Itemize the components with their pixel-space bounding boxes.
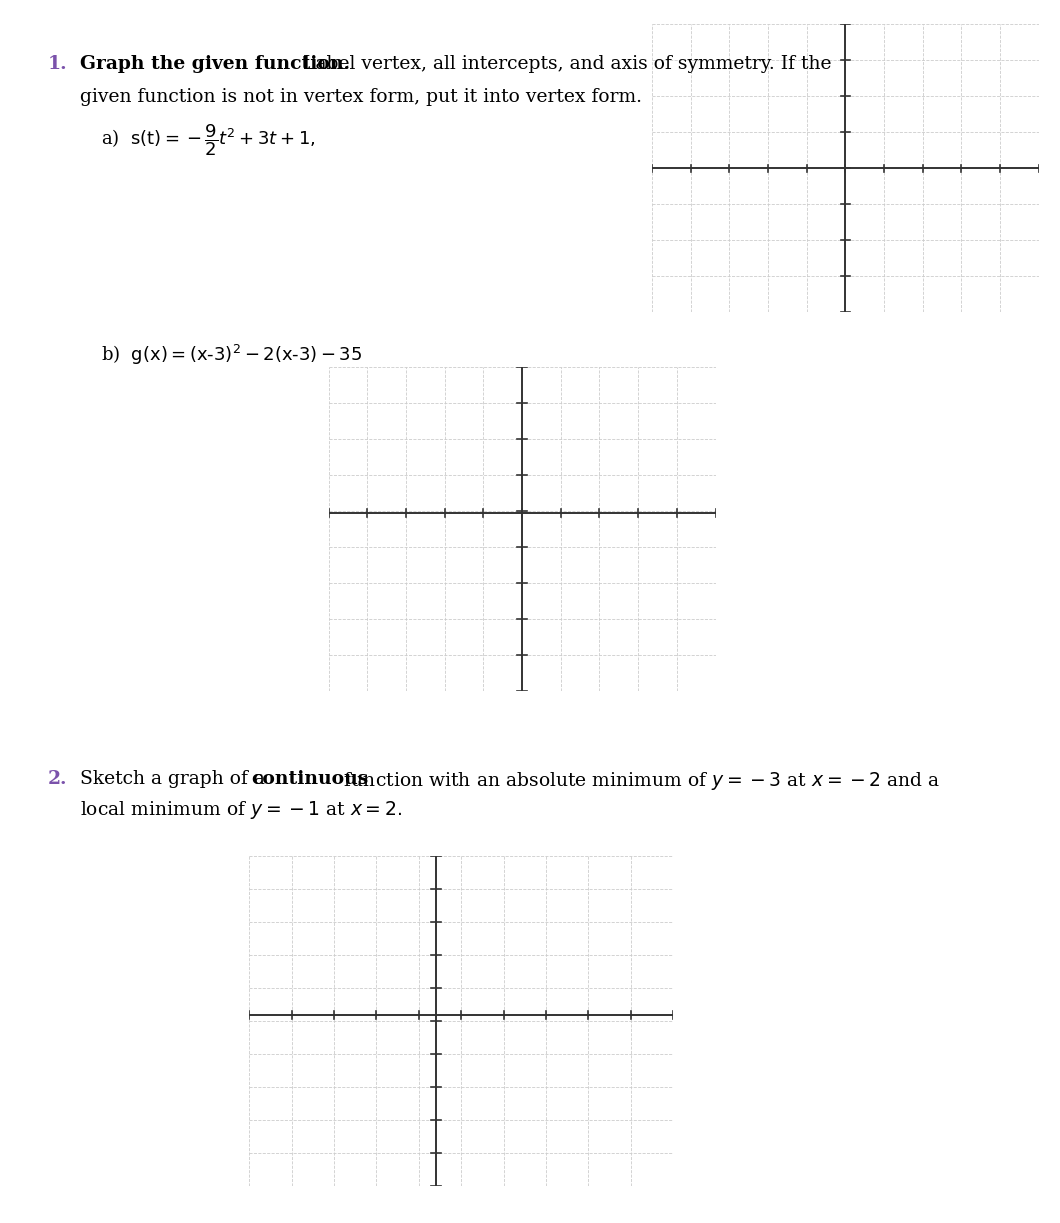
Text: continuous: continuous	[251, 770, 369, 789]
Text: Graph the given function.: Graph the given function.	[80, 55, 350, 73]
Text: Sketch a graph of a: Sketch a graph of a	[80, 770, 270, 789]
Text: b)  $\mathrm{g(x)} = \mathrm{(x\text{-}3)^2 - 2(x\text{-}3) - 35}$: b) $\mathrm{g(x)} = \mathrm{(x\text{-}3)…	[101, 342, 361, 367]
Text: local minimum of $y = -1$ at $x = 2.$: local minimum of $y = -1$ at $x = 2.$	[80, 799, 402, 821]
Text: a)  $\mathrm{s(t)} = -\dfrac{9}{2}t^2 + 3t + 1,$: a) $\mathrm{s(t)} = -\dfrac{9}{2}t^2 + 3…	[101, 122, 315, 158]
Text: function with an absolute minimum of $y = -3$ at $x = -2$ and a: function with an absolute minimum of $y …	[338, 770, 940, 793]
Text: Label vertex, all intercepts, and axis of symmetry. If the: Label vertex, all intercepts, and axis o…	[297, 55, 831, 73]
Text: given function is not in vertex form, put it into vertex form.: given function is not in vertex form, pu…	[80, 88, 641, 106]
Text: 1.: 1.	[48, 55, 68, 73]
Text: 2.: 2.	[48, 770, 67, 789]
